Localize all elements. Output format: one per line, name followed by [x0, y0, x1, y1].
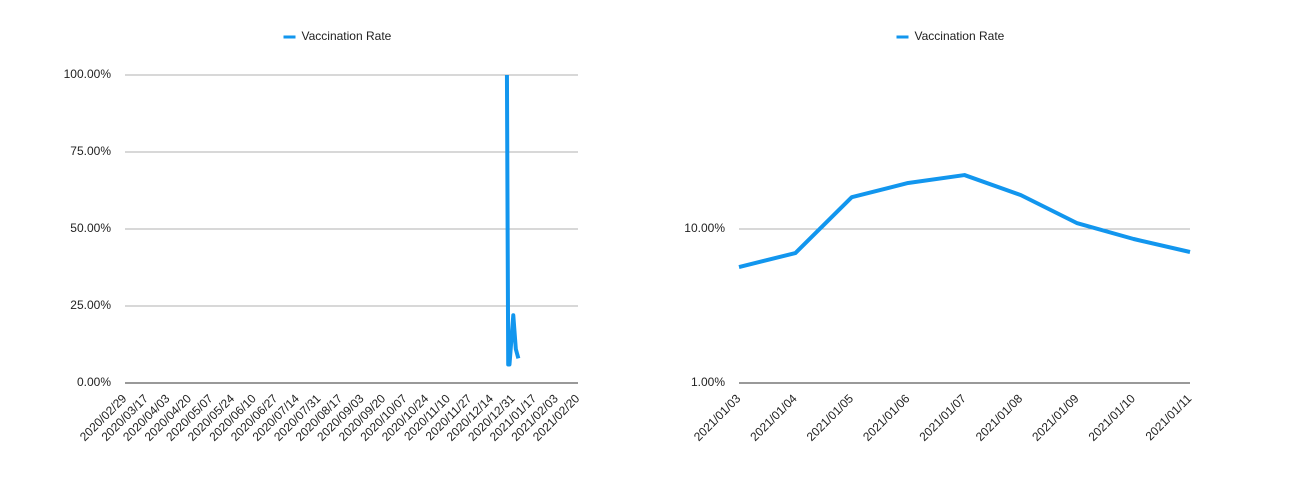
- x-tick-label: 2021/01/07: [916, 391, 969, 444]
- x-tick-label: 2021/01/11: [1143, 391, 1195, 443]
- y-tick-label: 0.00%: [77, 375, 111, 389]
- y-tick-label: 50.00%: [70, 221, 111, 235]
- x-tick-label: 2021/01/04: [747, 391, 800, 444]
- x-tick-label: 2021/01/10: [1086, 391, 1139, 444]
- legend-label: Vaccination Rate: [915, 29, 1005, 43]
- x-tick-label: 2021/01/05: [804, 391, 857, 444]
- x-tick-label: 2021/01/03: [691, 391, 744, 444]
- data-line: [504, 74, 521, 367]
- y-tick-label: 75.00%: [70, 144, 111, 158]
- x-tick-label: 2021/01/09: [1029, 391, 1082, 444]
- x-tick-label: 2021/01/08: [973, 391, 1026, 444]
- y-tick-label: 10.00%: [684, 221, 725, 235]
- legend-label: Vaccination Rate: [302, 29, 392, 43]
- y-tick-label: 25.00%: [70, 298, 111, 312]
- data-line: [738, 173, 1191, 270]
- y-tick-label: 1.00%: [691, 375, 725, 389]
- y-tick-label: 100.00%: [64, 67, 112, 81]
- x-tick-label: 2021/01/06: [860, 391, 913, 444]
